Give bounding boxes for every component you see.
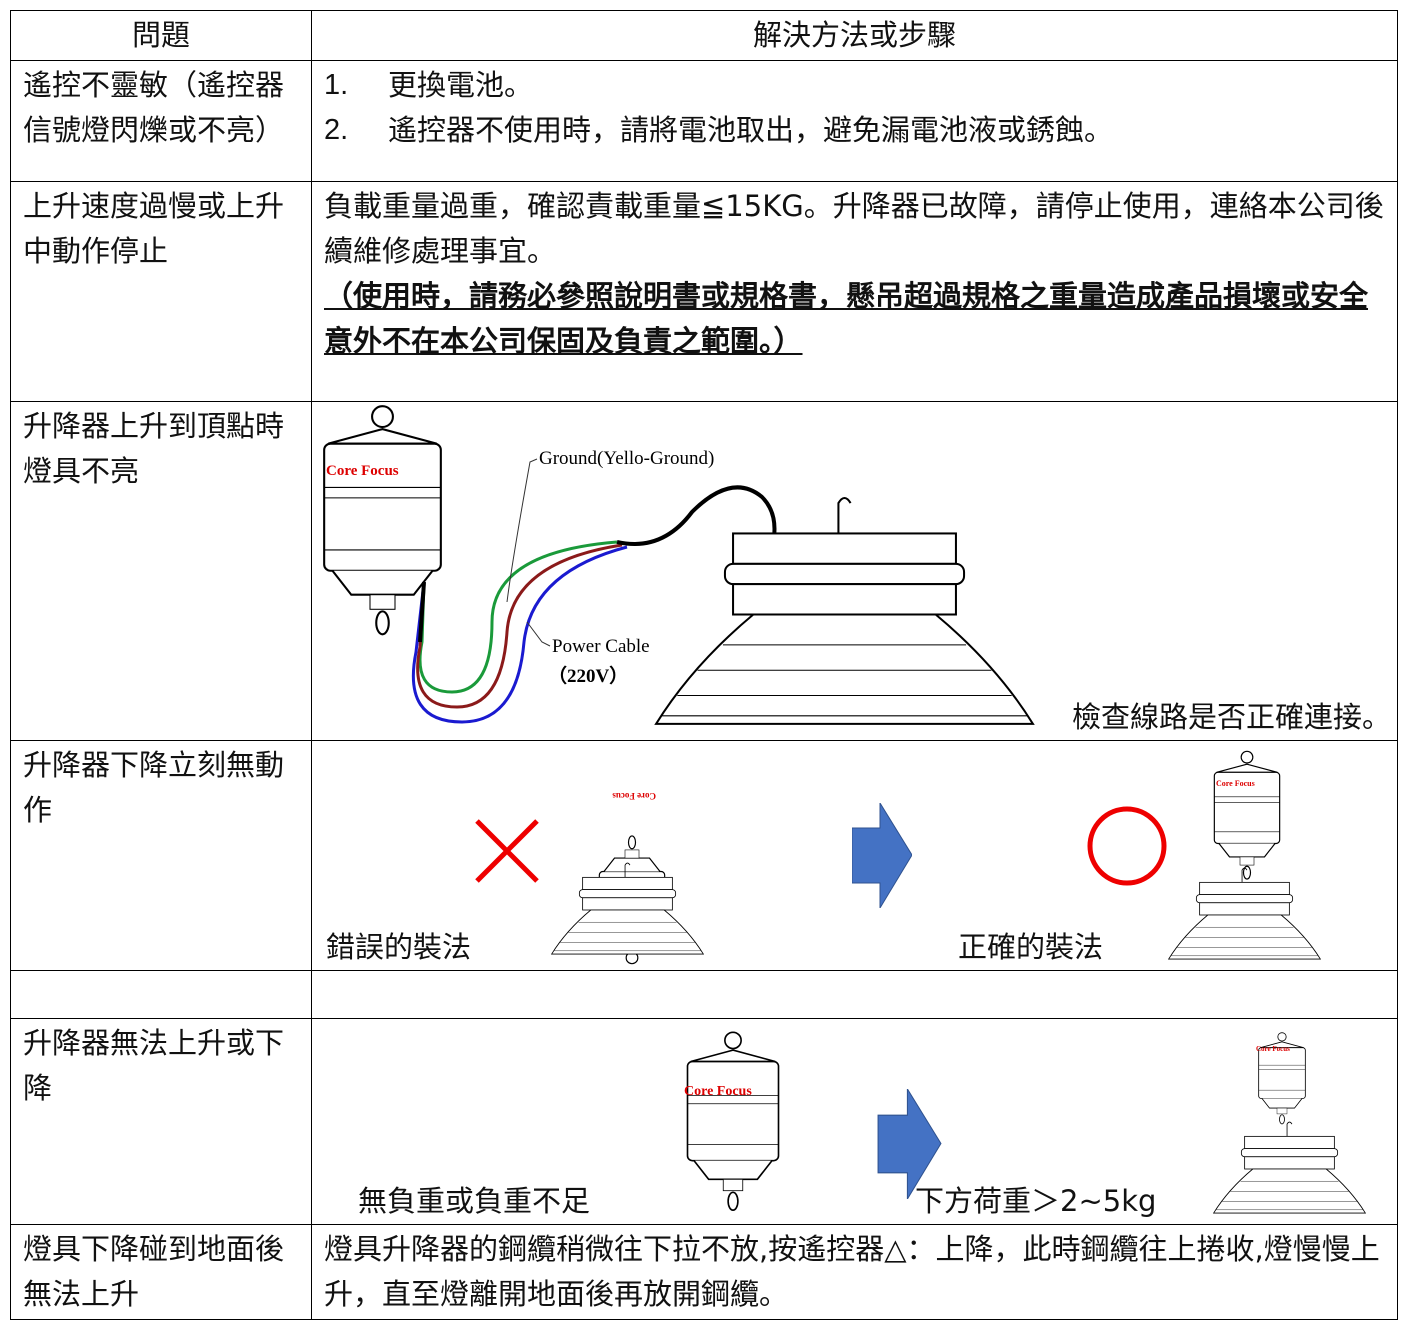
problem: 遙控不靈敏（遙控器信號燈閃爍或不亮） [10,60,312,182]
brand: Core Focus [326,463,399,479]
solution-text: 檢查線路是否正確連接。 [1071,700,1391,734]
power-label: Power Cable [552,636,650,657]
solution: Core Focus Core Focus 錯誤的裝法 正確的裝法 [311,740,1398,971]
row: 升降器無法上升或下降 Core Focus Core Focus 無負重或負重不… [10,1018,1398,1225]
wrong-label: 錯誤的裝法 [326,930,472,964]
troubleshooting-table: 問題 解決方法或步驟 遙控不靈敏（遙控器信號燈閃爍或不亮） 1. 更換電池。 2.… [10,10,1398,1320]
row: 遙控不靈敏（遙控器信號燈閃爍或不亮） 1. 更換電池。 2. 遙控器不使用時，請將電… [10,60,1398,182]
problem: 升降器無法上升或下降 [10,1018,312,1225]
problem: 升降器下降立刻無動作 [10,740,312,971]
step-number: 1. [324,69,349,101]
brand: Core Focus [684,1084,752,1099]
install-diagram: Core Focus Core Focus [475,750,1321,965]
row: 上升速度過慢或上升中動作停止 負載重量過重，確認責載重量≦15KG。升降器已故障… [10,181,1398,402]
solution-text: 負載重量過重，確認責載重量≦15KG。升降器已故障，請停止使用，連絡本公司後續維… [324,189,1384,268]
ground-label: Ground(Yello-Ground) [539,448,714,469]
header-row: 問題 解決方法或步驟 [10,10,1398,61]
problem: 升降器上升到頂點時燈具不亮 [10,401,312,741]
brand: Core Focus [1216,779,1255,788]
step: 2. 遙控器不使用時，請將電池取出，避免漏電池液或銹蝕。 [324,108,1385,153]
row: 升降器下降立刻無動作 Core Focus Core Focus 錯誤的裝法 正… [10,740,1398,971]
before-label: 無負重或負重不足 [358,1184,591,1218]
brand: Core Focus [612,791,656,801]
solution: Core Focus Core Focus 無負重或負重不足 下方荷重＞2~5k… [311,1018,1398,1225]
row: 升降器上升到頂點時燈具不亮 Core Focus Ground(Yello-Gr… [10,401,1398,741]
warning: （使用時，請務必參照說明書或規格書，懸吊超過規格之重量造成產品損壞或安全意外不在… [324,279,1369,358]
solution: Core Focus Ground(Yello-Ground) Power Ca… [311,401,1398,741]
empty-cell [10,970,312,1019]
step-text: 遙控器不使用時，請將電池取出，避免漏電池液或銹蝕。 [388,113,1114,147]
wiring-diagram: Core Focus Ground(Yello-Ground) Power Ca… [323,405,1034,725]
step: 1. 更換電池。 [324,63,1385,108]
solution: 1. 更換電池。 2. 遙控器不使用時，請將電池取出，避免漏電池液或銹蝕。 [311,60,1398,182]
problem: 燈具下降碰到地面後無法上升 [10,1224,312,1320]
solution: 負載重量過重，確認責載重量≦15KG。升降器已故障，請停止使用，連絡本公司後續維… [311,181,1398,402]
problem: 上升速度過慢或上升中動作停止 [10,181,312,402]
row: 燈具下降碰到地面後無法上升 燈具升降器的鋼纜稍微往下拉不放,按遙控器△：上降，此… [10,1224,1398,1320]
voltage: （220V） [548,664,628,687]
empty-row [10,970,1398,1019]
right-label: 正確的裝法 [958,930,1104,964]
after-label: 下方荷重＞2~5kg [915,1184,1157,1218]
brand: Core Focus [1256,1045,1290,1053]
header-cell: 問題 [10,10,312,61]
step-text: 更換電池。 [388,68,534,102]
step-number: 2. [324,114,349,146]
empty-cell [311,970,1398,1019]
load-diagram: Core Focus Core Focus [684,1031,1366,1214]
solution: 燈具升降器的鋼纜稍微往下拉不放,按遙控器△：上降，此時鋼纜往上捲收,燈慢慢上升，… [311,1224,1398,1320]
header-cell: 解決方法或步驟 [311,10,1398,61]
